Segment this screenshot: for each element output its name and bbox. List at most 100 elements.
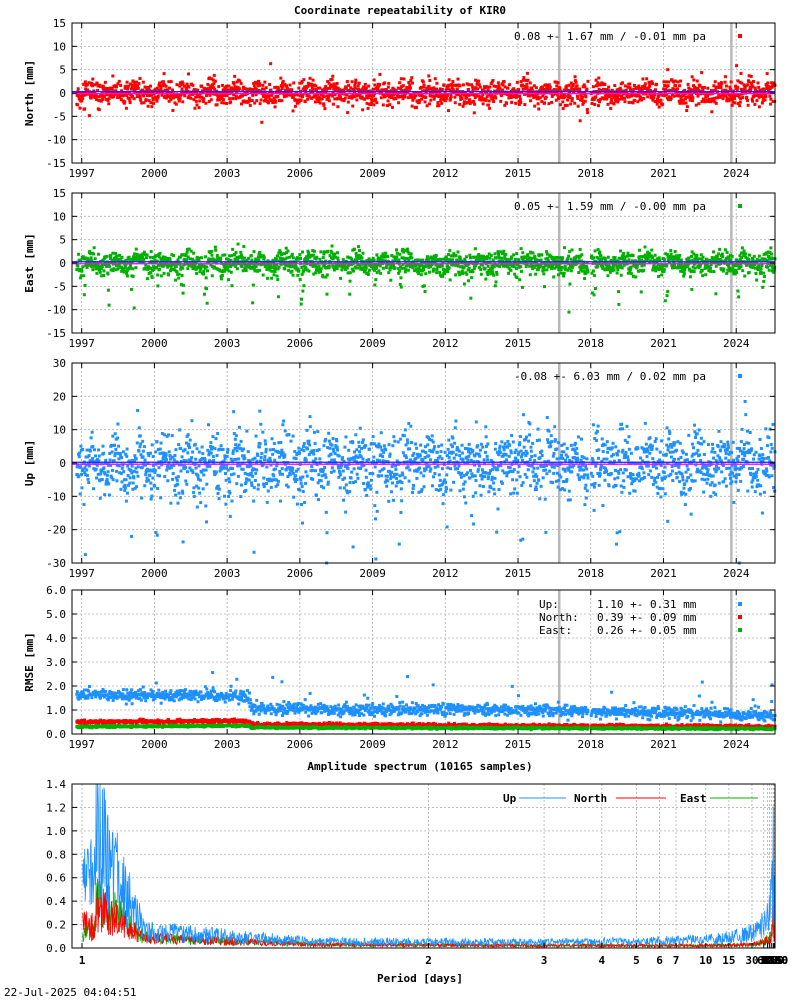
data-point — [280, 448, 284, 452]
data-point — [501, 264, 505, 268]
data-point — [291, 471, 295, 475]
data-point — [276, 479, 280, 483]
data-point — [240, 265, 244, 269]
data-point — [201, 272, 205, 276]
data-point — [540, 100, 544, 104]
data-point — [120, 89, 124, 93]
data-point — [333, 255, 337, 259]
data-point — [756, 81, 760, 85]
data-point — [161, 255, 165, 259]
data-point — [692, 270, 696, 274]
data-point — [493, 284, 497, 288]
data-point — [294, 98, 298, 102]
data-point — [220, 101, 224, 105]
data-point — [432, 267, 436, 271]
data-point — [80, 472, 84, 476]
data-point — [308, 443, 312, 447]
data-point — [235, 449, 239, 453]
data-point — [219, 444, 223, 448]
data-point — [95, 463, 99, 467]
data-point — [107, 102, 111, 106]
data-point — [697, 261, 701, 265]
data-point — [333, 252, 337, 256]
data-point — [94, 454, 98, 458]
data-point — [249, 254, 253, 258]
data-point — [689, 88, 693, 92]
data-point — [626, 251, 630, 255]
data-point — [186, 267, 190, 271]
data-point — [743, 87, 747, 91]
data-point — [119, 83, 123, 87]
data-point — [354, 78, 358, 82]
data-point — [720, 93, 724, 97]
data-point — [194, 99, 198, 103]
data-point — [297, 451, 301, 455]
data-point — [311, 249, 315, 253]
data-point — [631, 253, 635, 257]
data-point — [324, 259, 328, 263]
data-point — [129, 461, 133, 465]
data-point — [222, 464, 226, 468]
x-tick-label: 2024 — [723, 167, 750, 180]
data-point — [411, 266, 415, 270]
data-point — [248, 264, 252, 268]
data-point — [384, 87, 388, 91]
data-point — [260, 120, 264, 124]
data-point — [673, 79, 677, 83]
data-point — [597, 257, 601, 261]
data-point — [663, 84, 667, 88]
data-point — [390, 254, 394, 258]
data-point — [369, 102, 373, 106]
data-point — [217, 487, 221, 491]
data-point — [87, 114, 91, 118]
data-point — [269, 459, 273, 463]
data-point — [727, 256, 731, 260]
data-point — [479, 272, 483, 276]
data-point — [445, 267, 449, 271]
data-point — [171, 477, 175, 481]
data-point — [195, 103, 199, 107]
data-point — [204, 94, 208, 98]
data-point — [83, 80, 87, 84]
data-point — [117, 464, 121, 468]
data-point — [562, 274, 566, 278]
data-point — [642, 263, 646, 267]
data-point — [561, 100, 565, 104]
data-point — [159, 441, 163, 445]
data-point — [90, 84, 94, 88]
data-point — [619, 88, 623, 92]
data-point — [111, 91, 115, 95]
data-point — [96, 89, 100, 93]
data-point — [186, 451, 190, 455]
data-point — [198, 491, 202, 495]
data-point — [81, 447, 85, 451]
data-point — [471, 270, 475, 274]
data-point — [736, 79, 740, 83]
data-point — [440, 264, 444, 268]
data-point — [108, 256, 112, 260]
data-point — [116, 267, 120, 271]
data-point — [728, 269, 732, 273]
data-point — [494, 280, 498, 284]
data-point — [276, 278, 280, 282]
data-point — [250, 481, 254, 485]
data-point — [322, 102, 326, 106]
data-point — [159, 460, 163, 464]
data-point — [345, 93, 349, 97]
data-point — [232, 93, 236, 97]
data-point — [300, 502, 304, 506]
data-point — [370, 101, 374, 105]
data-point — [91, 252, 95, 256]
x-tick-label: 2012 — [432, 337, 459, 350]
data-point — [318, 101, 322, 105]
data-point — [398, 252, 402, 256]
data-point — [316, 92, 320, 96]
data-point — [702, 98, 706, 102]
data-point — [273, 270, 277, 274]
data-point — [214, 470, 218, 474]
data-point — [278, 250, 282, 254]
data-point — [610, 88, 614, 92]
data-point — [349, 263, 353, 267]
data-point — [105, 473, 109, 477]
